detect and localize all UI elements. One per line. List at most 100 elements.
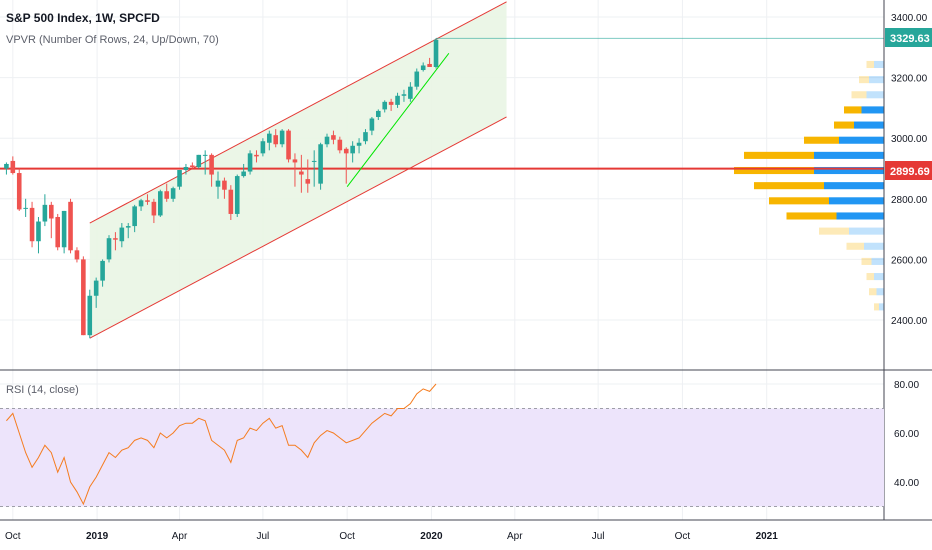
vpvr-down-bar bbox=[874, 303, 879, 311]
candle-body bbox=[324, 136, 330, 145]
vpvr-up-bar bbox=[879, 303, 884, 311]
vpvr-up-bar bbox=[874, 273, 884, 281]
rsi-axis[interactable]: 80.00 60.00 40.00 bbox=[894, 380, 919, 489]
candle-body bbox=[190, 165, 195, 167]
rsi-tick-label: 60.00 bbox=[894, 429, 919, 440]
vpvr-label[interactable]: VPVR (Number Of Rows, 24, Up/Down, 70) bbox=[6, 34, 219, 46]
candle-body bbox=[100, 260, 105, 281]
candle-body bbox=[202, 154, 208, 156]
candle-body bbox=[427, 63, 432, 67]
vpvr-down-bar bbox=[744, 151, 814, 159]
candle-body bbox=[286, 130, 291, 160]
time-tick-label: 2021 bbox=[756, 531, 779, 542]
vpvr-down-bar bbox=[866, 273, 874, 281]
candle-body bbox=[305, 179, 311, 184]
price-tick-label: 3200.00 bbox=[891, 74, 928, 85]
time-axis[interactable]: Oct 2019 Apr Jul Oct 2020 Apr Jul Oct 2021 bbox=[5, 531, 778, 542]
vpvr-up-bar bbox=[876, 288, 884, 296]
parallel-channel[interactable] bbox=[89, 1, 507, 339]
rsi-tick-label: 40.00 bbox=[894, 478, 919, 489]
candle-body bbox=[343, 148, 349, 154]
vpvr-down-bar bbox=[769, 197, 829, 205]
price-tick-label: 3400.00 bbox=[891, 13, 928, 24]
last-price-tag: 3329.63 bbox=[890, 33, 930, 45]
vpvr-up-bar bbox=[814, 166, 884, 175]
vpvr-up-bar bbox=[829, 197, 884, 205]
candle-body bbox=[299, 171, 304, 175]
vpvr-down-bar bbox=[819, 227, 849, 235]
candle-body bbox=[234, 176, 240, 214]
vpvr-up-bar bbox=[861, 106, 884, 114]
candle-body bbox=[215, 180, 221, 187]
vpvr-down-bar bbox=[734, 166, 814, 175]
candle-body bbox=[81, 259, 86, 336]
rsi-line bbox=[6, 383, 437, 506]
candle-body bbox=[74, 250, 80, 260]
candle-body bbox=[222, 180, 227, 190]
candle-body bbox=[388, 101, 394, 105]
vpvr-up-bar bbox=[869, 76, 884, 84]
price-axis[interactable]: 3400.00 3200.00 3000.00 2800.00 2600.00 2400.… bbox=[891, 13, 928, 327]
candle-body bbox=[337, 139, 343, 151]
candle-body bbox=[228, 189, 234, 214]
candle-body bbox=[132, 206, 137, 227]
candle-body bbox=[138, 200, 144, 207]
time-tick-label: 2019 bbox=[86, 531, 109, 542]
candle-body bbox=[318, 144, 323, 184]
vpvr-down-bar bbox=[859, 76, 869, 84]
trendline[interactable] bbox=[346, 53, 450, 187]
time-tick-label: Oct bbox=[675, 531, 691, 542]
candle-body bbox=[16, 173, 22, 210]
rsi-band bbox=[0, 408, 884, 507]
vpvr-up-bar bbox=[814, 151, 884, 159]
vpvr-up-bar bbox=[874, 60, 884, 69]
vpvr-up-bar bbox=[854, 121, 884, 129]
candle-body bbox=[151, 201, 157, 216]
vpvr-down-bar bbox=[866, 60, 874, 69]
time-tick-label: 2020 bbox=[420, 531, 443, 542]
candle-body bbox=[331, 135, 336, 140]
candle-body bbox=[260, 141, 266, 154]
vpvr-down-bar bbox=[786, 212, 837, 220]
candle-body bbox=[395, 95, 400, 105]
candle-body bbox=[10, 160, 16, 174]
time-tick-label: Oct bbox=[5, 531, 21, 542]
candle-body bbox=[273, 135, 279, 145]
candle-body bbox=[369, 118, 375, 131]
candle-body bbox=[145, 200, 150, 202]
channel-fill bbox=[89, 1, 507, 339]
channel-lower-line[interactable] bbox=[89, 116, 507, 339]
candle-body bbox=[356, 142, 362, 146]
candle-body bbox=[113, 238, 118, 240]
rsi-pane bbox=[0, 383, 884, 507]
price-tick-label: 2600.00 bbox=[891, 255, 928, 266]
volume-profile bbox=[734, 60, 884, 311]
vpvr-down-bar bbox=[869, 288, 877, 296]
candle-body bbox=[119, 227, 125, 242]
candle-body bbox=[42, 204, 48, 222]
candle-body bbox=[414, 71, 420, 87]
candle-body bbox=[48, 204, 54, 219]
candle-body bbox=[196, 154, 202, 167]
candle-body bbox=[158, 191, 163, 216]
time-tick-label: Jul bbox=[592, 531, 605, 542]
rsi-tick-label: 80.00 bbox=[894, 380, 919, 391]
candle-body bbox=[433, 39, 439, 67]
vpvr-up-bar bbox=[824, 182, 884, 190]
candle-body bbox=[61, 210, 67, 248]
candle-body bbox=[247, 153, 253, 172]
candle-body bbox=[209, 154, 214, 175]
candle-body bbox=[170, 188, 176, 199]
chart-title: S&P 500 Index, 1W, SPCFD bbox=[6, 11, 160, 25]
candle-body bbox=[279, 130, 285, 145]
vpvr-down-bar bbox=[846, 242, 864, 250]
candle-body bbox=[376, 110, 381, 117]
rsi-label[interactable]: RSI (14, close) bbox=[6, 384, 79, 396]
last-price-tag-bg bbox=[885, 28, 932, 47]
vpvr-down-bar bbox=[861, 257, 872, 265]
candle-body bbox=[4, 163, 9, 169]
vpvr-up-bar bbox=[836, 212, 884, 220]
vpvr-up-bar bbox=[839, 136, 884, 144]
vpvr-down-bar bbox=[844, 106, 862, 114]
